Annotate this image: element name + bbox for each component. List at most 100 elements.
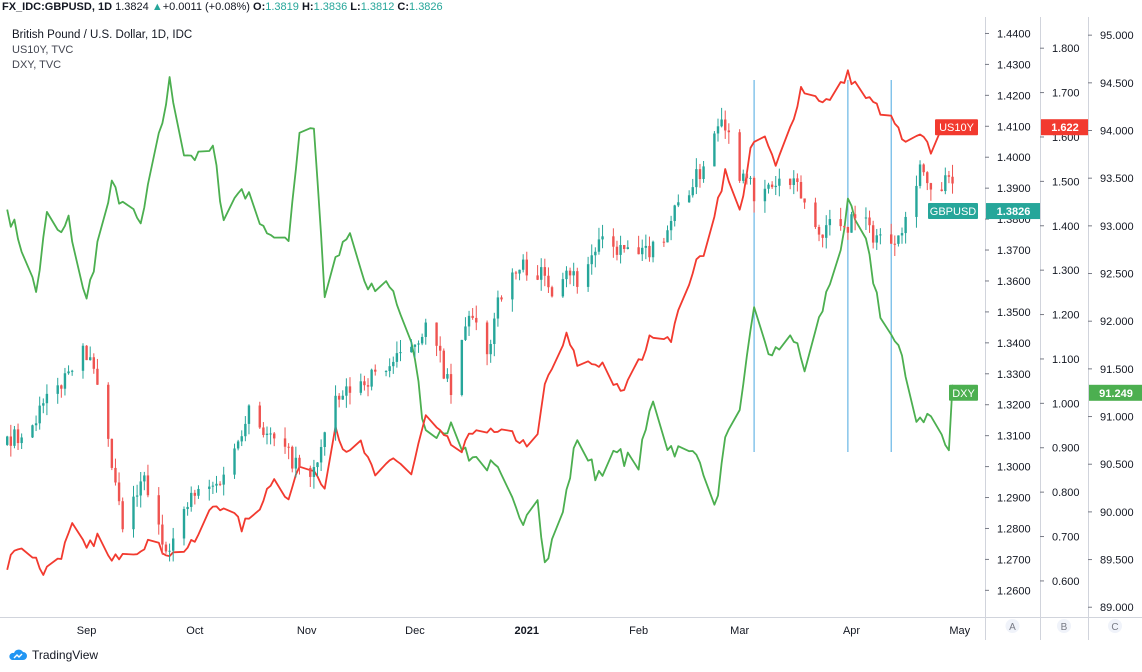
price-change: +0.0011 (+0.08%) (162, 1, 250, 13)
gbpusd-candle (110, 438, 114, 471)
gbpusd-candle (745, 171, 749, 185)
gbpusd-candle (273, 431, 276, 447)
gbpusd-candle (550, 285, 554, 298)
gbpusd-candle (359, 373, 363, 396)
axis-tick-label: 91.000 (1100, 412, 1134, 424)
gbpusd-candle (817, 224, 821, 242)
gbpusd-candle (572, 262, 575, 287)
axis-tick-label: 92.000 (1100, 316, 1134, 328)
time-tick-label: Feb (629, 625, 648, 637)
gbpusd-candle (287, 443, 290, 460)
axis-tick-label: 89.500 (1100, 555, 1134, 567)
gbpusd-candle (803, 198, 806, 209)
series-name-tag (949, 384, 978, 401)
gbpusd-candle (547, 267, 550, 293)
time-tick-label: Oct (186, 625, 203, 637)
series-name-tag (935, 119, 978, 136)
gbpusd-candle (926, 171, 929, 191)
axis-tick-label: 1.2800 (997, 523, 1031, 535)
gbpusd-candle (615, 240, 619, 261)
axis-tick-label: 0.700 (1052, 532, 1080, 544)
gbpusd-candle (45, 384, 49, 416)
gbpusd-candle (929, 182, 933, 201)
gbpusd-candle (464, 317, 467, 342)
axis-tick-label: 94.500 (1100, 78, 1134, 90)
gbpusd-candle (337, 393, 341, 408)
gbpusd-candle (81, 343, 85, 379)
gbpusd-candle (825, 215, 828, 249)
gbpusd-candle (67, 365, 70, 375)
axis-tick-label: 95.000 (1100, 30, 1134, 42)
gbpusd-candle (597, 227, 601, 255)
gbpusd-candles (6, 107, 958, 562)
gbpusd-candle (341, 390, 344, 400)
gbpusd-candle (695, 158, 698, 195)
gbpusd-candle (42, 398, 45, 414)
gbpusd-candle (889, 223, 893, 244)
axis-tick-label: 93.500 (1100, 173, 1134, 185)
footer-brand[interactable]: TradingView (8, 648, 98, 662)
series-name-tag (928, 203, 978, 220)
gbpusd-candle (641, 239, 644, 262)
axis-tick-label: 1.3000 (997, 462, 1031, 474)
gbpusd-candle (677, 194, 680, 208)
gbpusd-candle (774, 175, 777, 196)
series-value-label: 1.3826 (997, 206, 1031, 218)
axis-tick-label: 1.4200 (997, 90, 1031, 102)
gbpusd-candle (716, 118, 720, 142)
time-axis: Sep Oct Nov Dec 2021 Feb Mar Apr May (77, 625, 971, 637)
gbpusd-candle (157, 487, 160, 535)
gbpusd-candle (619, 235, 622, 264)
gbpusd-candle (363, 375, 366, 391)
us10y-series (6, 69, 957, 576)
gbpusd-candle (951, 164, 954, 194)
gbpusd-candle (767, 182, 770, 194)
gbpusd-candle (648, 236, 651, 262)
gbpusd-candle (244, 416, 247, 442)
gbpusd-candle (316, 462, 319, 477)
axis-letter: B (1061, 622, 1068, 633)
axis-tick-label: 91.500 (1100, 364, 1134, 376)
close-value: 1.3826 (409, 1, 443, 13)
legend-us10y[interactable]: US10Y, TVC (12, 44, 74, 56)
gbpusd-candle (828, 209, 832, 236)
time-tick-label: Dec (405, 625, 425, 637)
ticker-bar: FX_IDC:GBPUSD, 1D 1.3824 ▲+0.0011 (+0.08… (2, 1, 443, 13)
series-name-label: DXY (952, 388, 975, 400)
gbpusd-candle (586, 256, 590, 292)
gbpusd-candle (117, 472, 121, 506)
gbpusd-candle (135, 484, 139, 507)
gbpusd-candle (294, 446, 298, 478)
gbpusd-candle (897, 235, 900, 247)
gbpusd-candle (540, 258, 543, 291)
gbpusd-candle (449, 363, 453, 404)
main-series-title[interactable]: British Pound / U.S. Dollar, 1D, IDC (12, 29, 193, 41)
axis-tick-label: 1.3500 (997, 307, 1031, 319)
axis-tick-label: 1.700 (1052, 88, 1080, 100)
axis-tick-label: 94.000 (1100, 126, 1134, 138)
series-value-tag (1041, 119, 1088, 136)
axis-tick-label: 92.500 (1100, 269, 1134, 281)
gbpusd-candle (900, 227, 904, 244)
gbpusd-candle (395, 341, 399, 368)
chart-legend: British Pound / U.S. Dollar, 1D, IDC US1… (12, 28, 192, 73)
legend-dxy[interactable]: DXY, TVC (12, 59, 62, 71)
gbpusd-candle (85, 345, 88, 361)
axis-tick-label: 1.3600 (997, 276, 1031, 288)
gbpusd-candle (778, 168, 781, 197)
gbpusd-candle (247, 404, 251, 435)
gbpusd-candle (644, 234, 648, 260)
gbpusd-candle (594, 247, 597, 268)
dxy-series (6, 76, 957, 564)
symbol-name[interactable]: FX_IDC:GBPUSD, 1D (2, 1, 113, 13)
gbpusd-candle (868, 210, 871, 233)
axis-tick-label: 93.000 (1100, 221, 1134, 233)
tradingview-label: TradingView (32, 648, 99, 662)
axis-tick-label: 1.4000 (997, 152, 1031, 164)
gbpusd-candle (871, 220, 875, 249)
gbpusd-candle (319, 439, 323, 472)
dxy-line (6, 76, 957, 564)
time-tick-label: 2021 (515, 625, 539, 637)
gbpusd-candle (467, 310, 471, 336)
